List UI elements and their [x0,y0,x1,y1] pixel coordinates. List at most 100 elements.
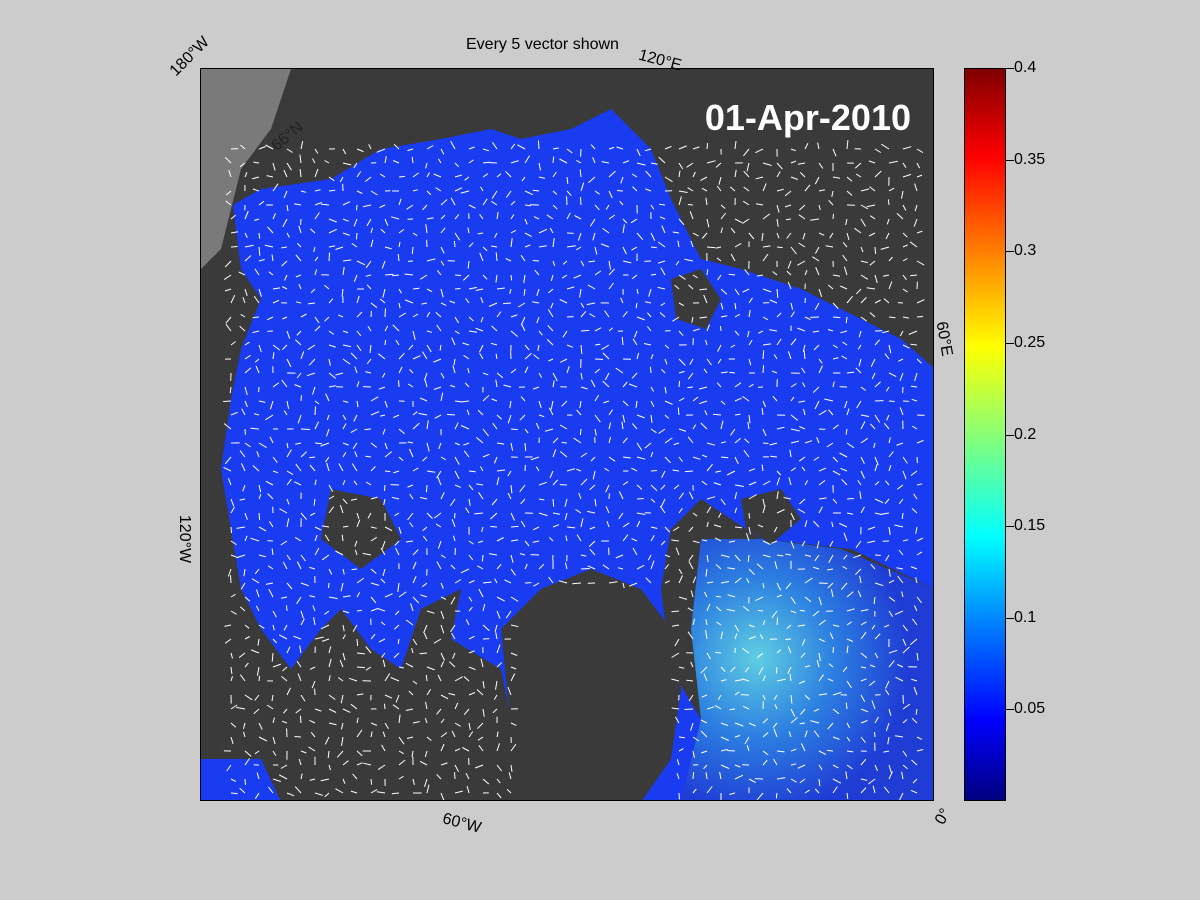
drift-vector [340,722,344,730]
drift-vector [580,302,585,308]
drift-vector [755,176,764,180]
drift-vector [365,455,372,458]
drift-vector [706,554,709,563]
drift-vector [771,370,778,374]
drift-vector [241,408,246,416]
drift-vector [426,442,430,452]
drift-vector [881,512,890,515]
drift-vector [774,694,778,700]
drift-vector [384,694,393,699]
drift-vector [798,242,806,248]
drift-vector [353,480,358,486]
drift-vector [690,590,694,598]
drift-vector [699,316,708,319]
drift-vector [392,160,400,164]
drift-vector [814,400,820,410]
drift-vector [236,706,246,710]
drift-vector [686,162,694,168]
drift-vector [631,372,638,379]
drift-vector [520,254,526,262]
drift-vector [846,722,851,729]
drift-vector [491,398,498,402]
drift-vector [720,315,728,318]
drift-vector [482,680,485,689]
drift-vector [510,525,519,528]
drift-vector [411,750,414,758]
drift-vector [426,470,436,473]
drift-vector [705,619,708,626]
drift-vector [790,440,800,444]
drift-vector [776,338,782,346]
drift-vector [384,400,388,408]
drift-vector [227,568,232,577]
drift-vector [762,400,767,408]
drift-vector [258,722,263,730]
drift-vector [230,231,239,234]
drift-vector [888,316,896,319]
drift-vector [336,750,344,758]
drift-vector [324,792,330,798]
drift-vector [671,539,680,542]
drift-vector [366,481,372,486]
drift-vector [348,677,358,682]
drift-vector [309,719,316,724]
drift-vector [321,525,330,528]
drift-vector [621,336,624,346]
drift-vector [762,343,772,346]
drift-vector [589,484,596,491]
drift-vector [496,414,503,420]
drift-vector [314,479,317,486]
drift-vector [650,353,654,360]
drift-vector [266,175,274,178]
drift-vector [703,294,708,304]
drift-vector [435,187,442,192]
drift-vector [356,666,365,669]
drift-vector [468,635,475,640]
drift-vector [860,736,866,743]
drift-vector [659,505,666,514]
drift-vector [475,288,484,291]
drift-vector [405,662,414,668]
drift-vector [720,400,726,405]
drift-vector [888,281,893,290]
drift-vector [840,467,848,472]
drift-vector [902,316,910,319]
drift-vector [776,470,782,476]
drift-vector [552,437,559,444]
drift-vector [605,204,610,210]
drift-vector [587,510,596,514]
drift-vector [883,298,890,304]
drift-vector [335,246,344,250]
drift-vector [832,456,839,463]
drift-vector [776,777,786,780]
drift-vector [454,702,459,710]
drift-vector [762,759,768,766]
drift-vector [797,508,806,514]
drift-vector [552,171,557,178]
drift-vector [460,425,470,430]
drift-vector [479,466,484,472]
drift-vector [897,575,904,584]
drift-vector [509,400,512,409]
drift-vector [496,372,504,379]
drift-vector [790,414,799,421]
drift-vector [423,632,428,640]
drift-vector [269,436,274,444]
drift-vector [296,660,302,668]
drift-vector [548,407,554,416]
drift-vector [854,568,862,576]
drift-vector [324,284,330,290]
drift-vector [594,327,602,332]
drift-vector [468,242,474,248]
drift-vector [854,162,862,169]
drift-vector [356,729,363,738]
drift-vector [716,257,722,262]
drift-vector [454,288,461,290]
drift-vector [717,274,722,281]
drift-vector [590,144,596,150]
drift-vector [636,162,646,166]
drift-vector [661,225,666,234]
drift-vector [714,651,722,654]
drift-vector [269,400,274,410]
drift-vector [842,565,848,570]
